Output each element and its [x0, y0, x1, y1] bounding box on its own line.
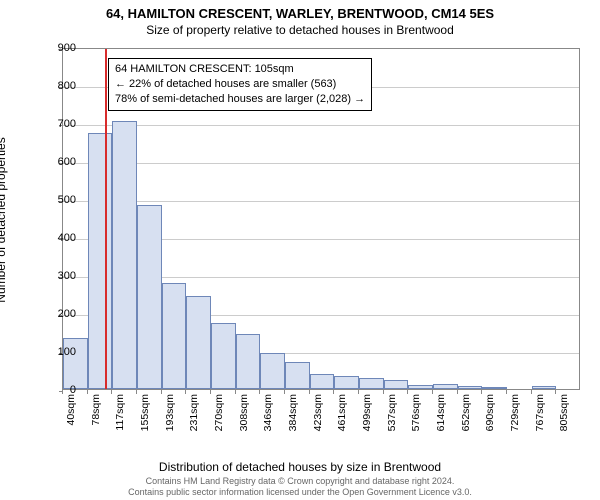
x-tick-label: 461sqm — [336, 394, 348, 431]
title-sub: Size of property relative to detached ho… — [0, 23, 600, 37]
annotation-line-1: 64 HAMILTON CRESCENT: 105sqm — [115, 62, 365, 77]
x-tick-label: 423sqm — [312, 394, 324, 431]
x-tick-label: 767sqm — [534, 394, 546, 431]
x-tick-mark — [555, 390, 556, 394]
histogram-bar — [384, 380, 409, 390]
footer-line-2: Contains public sector information licen… — [0, 487, 600, 498]
histogram-bar — [285, 362, 310, 389]
histogram-bar — [137, 205, 162, 389]
y-tick-label: 100 — [36, 346, 76, 358]
title-main: 64, HAMILTON CRESCENT, WARLEY, BRENTWOOD… — [0, 6, 600, 21]
x-tick-mark — [111, 390, 112, 394]
x-tick-label: 690sqm — [484, 394, 496, 431]
x-tick-label: 346sqm — [262, 394, 274, 431]
x-tick-label: 78sqm — [90, 394, 102, 426]
x-tick-mark — [531, 390, 532, 394]
y-tick-label: 500 — [36, 194, 76, 206]
x-tick-mark — [333, 390, 334, 394]
x-tick-label: 729sqm — [509, 394, 521, 431]
histogram-bar — [310, 374, 335, 389]
y-tick-label: 800 — [36, 80, 76, 92]
chart-area: 40sqm78sqm117sqm155sqm193sqm231sqm270sqm… — [62, 48, 580, 424]
x-tick-label: 499sqm — [361, 394, 373, 431]
x-axis-label: Distribution of detached houses by size … — [0, 460, 600, 474]
x-tick-label: 576sqm — [410, 394, 422, 431]
y-axis-label: Number of detached properties — [0, 137, 8, 302]
histogram-bar — [408, 385, 433, 389]
x-tick-mark — [407, 390, 408, 394]
x-tick-mark — [87, 390, 88, 394]
footer: Contains HM Land Registry data © Crown c… — [0, 476, 600, 499]
gridline — [63, 201, 579, 202]
x-tick-mark — [481, 390, 482, 394]
x-tick-mark — [432, 390, 433, 394]
x-tick-label: 231sqm — [188, 394, 200, 431]
histogram-bar — [482, 387, 507, 389]
x-tick-label: 652sqm — [460, 394, 472, 431]
x-tick-mark — [259, 390, 260, 394]
histogram-bar — [458, 386, 483, 389]
x-tick-label: 40sqm — [65, 394, 77, 426]
histogram-bar — [88, 133, 113, 390]
x-tick-label: 270sqm — [213, 394, 225, 431]
x-tick-mark — [457, 390, 458, 394]
annotation-line-2: ← 22% of detached houses are smaller (56… — [115, 77, 365, 92]
gridline — [63, 125, 579, 126]
x-tick-mark — [161, 390, 162, 394]
y-tick-label: 900 — [36, 42, 76, 54]
chart-container: 64, HAMILTON CRESCENT, WARLEY, BRENTWOOD… — [0, 0, 600, 500]
footer-line-1: Contains HM Land Registry data © Crown c… — [0, 476, 600, 487]
x-tick-label: 614sqm — [435, 394, 447, 431]
x-tick-mark — [358, 390, 359, 394]
y-tick-label: 600 — [36, 156, 76, 168]
x-tick-mark — [136, 390, 137, 394]
y-tick-label: 300 — [36, 270, 76, 282]
x-tick-label: 308sqm — [238, 394, 250, 431]
x-tick-mark — [210, 390, 211, 394]
y-tick-label: 400 — [36, 232, 76, 244]
annotation-box: 64 HAMILTON CRESCENT: 105sqm ← 22% of de… — [108, 58, 372, 111]
histogram-bar — [334, 376, 359, 389]
histogram-bar — [112, 121, 137, 389]
histogram-bar — [211, 323, 236, 390]
y-tick-label: 700 — [36, 118, 76, 130]
histogram-bar — [532, 386, 557, 389]
x-tick-label: 193sqm — [164, 394, 176, 431]
x-tick-label: 805sqm — [558, 394, 570, 431]
y-tick-label: 200 — [36, 308, 76, 320]
x-tick-mark — [235, 390, 236, 394]
y-tick-label: 0 — [36, 384, 76, 396]
title-block: 64, HAMILTON CRESCENT, WARLEY, BRENTWOOD… — [0, 0, 600, 37]
histogram-bar — [162, 283, 187, 389]
x-tick-mark — [284, 390, 285, 394]
histogram-bar — [433, 384, 458, 389]
x-tick-mark — [309, 390, 310, 394]
x-tick-label: 537sqm — [386, 394, 398, 431]
histogram-bar — [186, 296, 211, 389]
x-tick-mark — [506, 390, 507, 394]
histogram-bar — [236, 334, 261, 389]
x-tick-label: 155sqm — [139, 394, 151, 431]
annotation-line-3: 78% of semi-detached houses are larger (… — [115, 92, 365, 107]
x-tick-mark — [185, 390, 186, 394]
x-tick-mark — [383, 390, 384, 394]
histogram-bar — [359, 378, 384, 389]
gridline — [63, 163, 579, 164]
x-tick-label: 117sqm — [114, 394, 126, 431]
property-marker-line — [105, 49, 107, 389]
histogram-bar — [260, 353, 285, 389]
x-tick-label: 384sqm — [287, 394, 299, 431]
